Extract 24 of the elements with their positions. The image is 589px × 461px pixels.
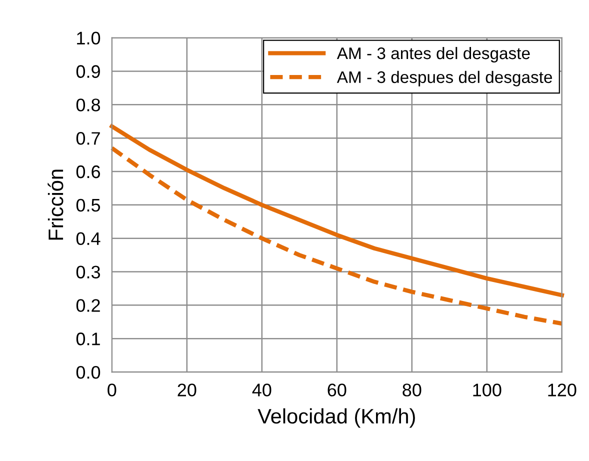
y-tick-label: 0.5 — [76, 198, 100, 212]
x-tick-label: 40 — [252, 384, 272, 396]
x-tick-label: 60 — [328, 384, 346, 396]
legend-label: AM - 3 antes del desgaste — [336, 46, 530, 63]
y-tick-label: 0.2 — [76, 299, 100, 312]
x-tick-label: 20 — [178, 384, 196, 396]
x-tick-label: 100 — [473, 384, 502, 396]
y-tick-label: 0.6 — [76, 165, 100, 178]
y-tick-label: 0.1 — [76, 332, 100, 346]
y-tick-label: 0.9 — [76, 65, 100, 78]
x-tick-label: 0 — [108, 384, 116, 396]
y-tick-label: 0.3 — [76, 266, 100, 278]
y-axis-title: Fricción — [48, 170, 64, 240]
y-tick-label: 0.7 — [76, 132, 100, 145]
y-tick-label: 0.8 — [76, 98, 100, 112]
line-series — [110, 124, 564, 298]
x-tick-label: 120 — [548, 384, 576, 396]
line-series — [110, 146, 564, 326]
x-tick-label: 80 — [402, 384, 422, 396]
y-tick-label: 1.0 — [77, 32, 100, 45]
y-tick-label: 0.0 — [76, 366, 100, 379]
legend-label: AM - 3 despues del desgaste — [336, 70, 552, 86]
x-axis-title: Velocidad (Km/h) — [258, 408, 415, 428]
y-tick-label: 0.4 — [76, 232, 100, 246]
